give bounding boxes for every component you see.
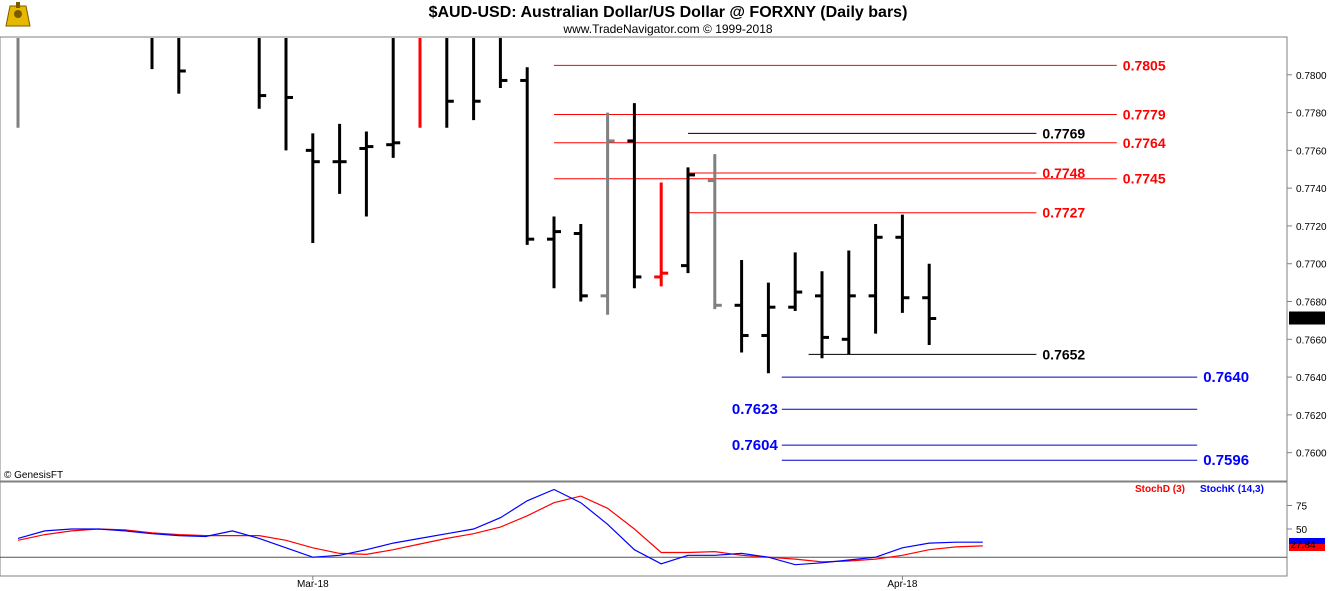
price-tick-label: 0.7760: [1296, 146, 1327, 157]
price-axis: 0.7600 0.7620 0.7640 0.7660 0.7680 0.7700 0.77…: [1287, 71, 1327, 460]
ohlc-bar: [627, 103, 642, 289]
time-tick-label: Apr-18: [887, 579, 917, 590]
ohlc-bar: [359, 131, 374, 217]
stochk-line: [17, 488, 983, 566]
ohlc-bar: [520, 67, 535, 245]
stochastic-last-label: 27.84: [1290, 540, 1315, 551]
ohlc-bar: [498, 38, 508, 89]
level-label: 0.7652: [1042, 346, 1085, 362]
level-label: 0.7805: [1123, 57, 1166, 73]
ohlc-bars: [16, 38, 937, 374]
price-tick-label: 0.7680: [1296, 298, 1327, 309]
ohlc-bar: [734, 259, 749, 353]
ohlc-bar: [332, 123, 347, 194]
ohlc-bar: [177, 38, 186, 94]
price-tick-label: 0.7640: [1296, 373, 1327, 384]
legend-stochd: StochD (3): [1135, 484, 1185, 495]
price-tick-label: 0.7720: [1296, 222, 1327, 233]
ohlc-bar: [573, 224, 588, 302]
ohlc-bar: [707, 154, 722, 310]
price-tick-label: 0.7740: [1296, 184, 1327, 195]
stochd-line: [17, 495, 983, 563]
trade-navigator-logo: [5, 2, 31, 27]
stochastic-axis: 50 75: [1287, 502, 1308, 536]
price-panel: [0, 36, 1288, 482]
stochastic-tick-label: 50: [1296, 525, 1308, 536]
ohlc-bar: [305, 133, 320, 243]
level-label: 0.7596: [1203, 452, 1249, 469]
level-label: 0.7745: [1123, 171, 1166, 187]
price-tick-label: 0.7660: [1296, 335, 1327, 346]
ohlc-bar: [386, 38, 401, 158]
level-label: 0.7764: [1123, 135, 1166, 151]
ohlc-bar: [681, 167, 695, 274]
ohlc-bar: [445, 38, 454, 128]
ohlc-bar: [788, 252, 803, 311]
chart-title: $AUD-USD: Australian Dollar/US Dollar @ …: [429, 4, 908, 21]
price-tick-label: 0.7780: [1296, 109, 1327, 120]
time-tick-label: Mar-18: [297, 579, 329, 590]
last-price-label: 0.7671: [1292, 315, 1323, 326]
ohlc-bar: [895, 214, 910, 313]
price-tick-label: 0.7600: [1296, 449, 1327, 460]
ohlc-bar: [472, 38, 481, 121]
stochastic-tick-label: 75: [1296, 502, 1308, 513]
price-tick-label: 0.7800: [1296, 71, 1327, 82]
ohlc-bar: [600, 112, 615, 315]
ohlc-bar: [841, 250, 856, 355]
price-levels: 0.7805 0.7779 0.7769 0.7764 0.7748 0.7745 0.77…: [554, 57, 1249, 469]
level-label: 0.7640: [1203, 369, 1249, 386]
chart-subtitle: www.TradeNavigator.com © 1999-2018: [562, 22, 772, 36]
stochastic-panel: [0, 481, 1288, 577]
level-label: 0.7604: [732, 437, 779, 454]
level-label: 0.7727: [1042, 205, 1085, 221]
ohlc-bar: [547, 216, 561, 289]
ohlc-bar: [654, 182, 669, 287]
level-label: 0.7748: [1042, 165, 1085, 181]
legend-stochk: StochK (14,3): [1200, 484, 1264, 495]
price-tick-label: 0.7700: [1296, 260, 1327, 271]
ohlc-bar: [761, 282, 776, 374]
ohlc-bar: [284, 38, 293, 151]
copyright-label: © GenesisFT: [4, 470, 63, 481]
ohlc-bar: [257, 38, 267, 109]
ohlc-bar: [868, 224, 883, 334]
ohlc-bar: [815, 271, 829, 359]
stochastic-last-marker: 27.84: [1289, 538, 1325, 551]
stochastic-lines: [0, 488, 1287, 566]
ohlc-bar: [922, 263, 937, 345]
level-label: 0.7769: [1042, 125, 1085, 141]
price-tick-label: 0.7620: [1296, 411, 1327, 422]
level-label: 0.7623: [732, 401, 778, 418]
level-label: 0.7779: [1123, 106, 1166, 122]
last-price-marker: 0.7671: [1289, 311, 1325, 326]
time-axis: Mar-18 Apr-18: [297, 576, 918, 590]
